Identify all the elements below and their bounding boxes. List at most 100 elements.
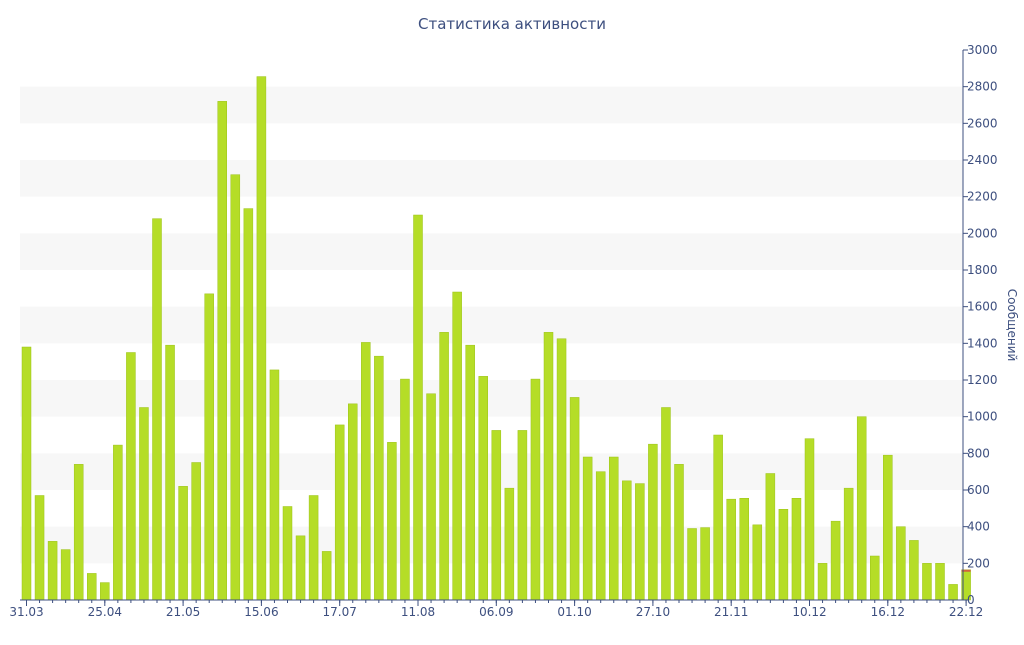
bar <box>126 352 136 601</box>
x-tick-label: 25.04 <box>88 605 122 619</box>
grid-band <box>20 86 963 124</box>
x-tick-label: 06.09 <box>479 605 513 619</box>
bar <box>543 332 554 601</box>
bar <box>883 454 893 601</box>
x-tick-label: 21.05 <box>166 605 200 619</box>
bar <box>582 456 593 601</box>
x-tick-label: 16.12 <box>871 605 905 619</box>
bar <box>113 444 123 601</box>
bar <box>517 430 528 601</box>
bar <box>569 397 580 601</box>
bar <box>870 555 880 601</box>
bar <box>765 473 776 601</box>
bar <box>348 403 358 601</box>
bar <box>361 342 371 601</box>
bar <box>374 355 384 601</box>
x-tick-label: 17.07 <box>323 605 357 619</box>
y-tick-label: 800 <box>967 446 990 460</box>
y-tick-label: 2200 <box>967 190 998 204</box>
chart-title: Статистика активности <box>418 15 606 33</box>
bar <box>804 438 815 601</box>
bar <box>465 344 475 601</box>
bar-top-marker <box>961 569 971 572</box>
bar <box>204 293 214 601</box>
bar <box>556 338 567 601</box>
x-tick-label: 27.10 <box>636 605 670 619</box>
bar-series <box>21 76 971 601</box>
bar <box>387 442 397 601</box>
grid-band <box>20 160 963 197</box>
axes: 0 200 400 600 800 1000 1200 1400 1600 1800 2000 220… <box>9 43 997 619</box>
bar <box>648 443 658 601</box>
bar <box>935 563 945 601</box>
bar <box>282 506 293 601</box>
bar <box>73 464 84 601</box>
bar <box>321 551 332 601</box>
bar <box>413 214 423 601</box>
y-tick-label: 1200 <box>967 373 998 387</box>
y-tick-label: 3000 <box>967 43 998 57</box>
bar <box>622 480 632 601</box>
bar <box>191 462 201 601</box>
bar <box>922 563 932 601</box>
bar <box>60 549 71 601</box>
y-tick-label: 2800 <box>967 80 998 94</box>
bar <box>948 584 958 601</box>
x-tick-label: 22.12 <box>949 605 983 619</box>
bar <box>595 471 606 601</box>
bar <box>243 208 254 601</box>
bar <box>726 498 736 601</box>
y-tick-label: 600 <box>967 483 990 497</box>
x-tick-label: 10.12 <box>792 605 826 619</box>
bar <box>400 378 410 601</box>
bar <box>778 509 789 601</box>
x-tick-label: 31.03 <box>9 605 43 619</box>
bar <box>896 526 906 601</box>
y-tick-label: 400 <box>967 520 990 534</box>
bar <box>791 498 802 601</box>
bar <box>713 434 723 601</box>
bar <box>269 369 280 601</box>
x-tick-label: 01.10 <box>557 605 591 619</box>
y-tick-label: 1600 <box>967 300 998 314</box>
bar <box>47 541 58 601</box>
bar <box>661 407 671 601</box>
bar <box>504 487 515 601</box>
x-tick-label: 21.11 <box>714 605 748 619</box>
bar <box>295 535 306 601</box>
y-tick-label: 2000 <box>967 226 998 240</box>
bar <box>609 456 619 601</box>
bar <box>739 498 749 601</box>
bar <box>687 528 697 601</box>
bar <box>21 346 32 601</box>
bar <box>700 527 710 601</box>
grid-band <box>20 306 963 344</box>
bar <box>817 563 828 601</box>
bar <box>87 573 97 601</box>
bar <box>139 407 149 601</box>
bar <box>752 524 763 601</box>
bar <box>165 344 175 601</box>
y-tick-label: 1800 <box>967 263 998 277</box>
x-tick-label: 15.06 <box>244 605 278 619</box>
bar <box>909 540 919 601</box>
bar <box>178 486 188 601</box>
bar <box>34 495 45 601</box>
bar <box>530 378 541 601</box>
bar <box>230 174 241 601</box>
bar <box>452 291 462 601</box>
grid-band <box>20 380 963 417</box>
y-tick-label: 2600 <box>967 116 998 130</box>
bar <box>856 416 867 601</box>
bar <box>256 76 267 601</box>
bar <box>100 582 110 601</box>
y-tick-label: 2400 <box>967 153 998 167</box>
bar <box>491 430 502 601</box>
y-axis-title: Сообщений <box>1005 289 1019 362</box>
bar <box>217 101 227 601</box>
bar <box>334 424 345 601</box>
bar <box>308 495 319 601</box>
x-tick-label: 11.08 <box>401 605 435 619</box>
